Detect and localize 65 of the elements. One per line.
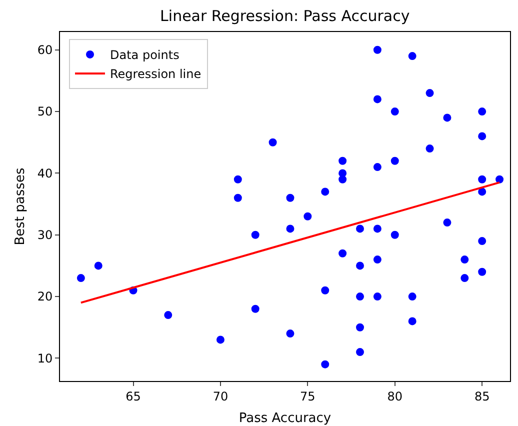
point (338, 156, 347, 165)
y-axis-title: Best passes (13, 168, 28, 246)
point (478, 188, 486, 196)
point (478, 268, 486, 276)
point (390, 230, 399, 239)
point (321, 286, 330, 294)
point (443, 218, 452, 227)
point (426, 144, 434, 153)
point (356, 224, 364, 233)
legend-label: Regression line (110, 67, 202, 82)
point (251, 230, 260, 239)
x-axis-title: Pass Accuracy (238, 411, 332, 426)
point (356, 323, 364, 332)
point (321, 360, 330, 368)
x-tick-label: 80 (387, 389, 403, 404)
legend-label: Data points (110, 48, 180, 62)
point (321, 188, 330, 196)
point (426, 89, 434, 98)
point (460, 274, 469, 282)
y-tick-label: 60 (37, 43, 53, 58)
x-tick-label: 85 (474, 389, 490, 404)
point (216, 336, 224, 344)
point (234, 194, 242, 202)
y-tick-label: 40 (37, 166, 53, 180)
point (356, 348, 364, 356)
point (373, 224, 382, 233)
point (373, 163, 382, 172)
x-tick-label: 70 (212, 389, 228, 404)
point (408, 292, 416, 301)
point (408, 52, 416, 60)
point (356, 292, 364, 301)
x-tick-label: 75 (300, 389, 316, 404)
point (390, 156, 399, 165)
point (460, 256, 469, 264)
point (304, 212, 312, 220)
point (478, 175, 486, 184)
point (286, 330, 294, 338)
point (76, 274, 85, 282)
point (373, 46, 382, 54)
point (373, 256, 382, 264)
point (496, 175, 504, 184)
point (251, 304, 260, 313)
y-tick-label: 30 (37, 228, 53, 242)
point (234, 175, 242, 184)
chart-title: Linear Regression: Pass Accuracy (160, 7, 410, 26)
point (94, 262, 102, 270)
point (443, 114, 452, 122)
point (338, 249, 347, 258)
point (478, 108, 486, 116)
y-tick-label: 10 (37, 351, 53, 366)
point (408, 317, 416, 326)
point (286, 224, 294, 233)
point (373, 95, 382, 104)
point (356, 262, 364, 270)
y-tick-label: 50 (37, 104, 53, 119)
point (390, 108, 399, 116)
point (268, 138, 277, 146)
point (286, 194, 294, 202)
point (373, 292, 382, 301)
point (478, 237, 486, 246)
x-tick-label: 65 (126, 389, 141, 404)
y-tick-label: 20 (37, 290, 53, 304)
point (164, 311, 172, 320)
point (478, 132, 486, 140)
point (338, 175, 347, 184)
